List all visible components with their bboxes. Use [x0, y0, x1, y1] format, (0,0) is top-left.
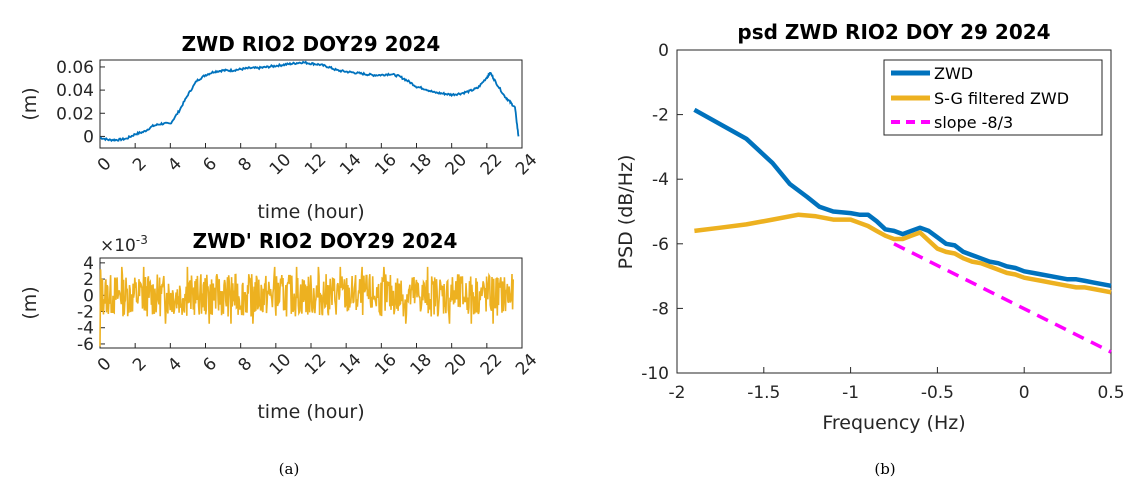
zwd-prime-y-ticks: 420-2-4-6: [77, 254, 105, 355]
caption-a: (a): [279, 460, 300, 478]
psd-series-sg-filtered: [694, 212, 1112, 295]
zwd-prime-y-tick-label: 2: [83, 270, 94, 290]
psd-y-tick-label: -2: [652, 106, 669, 126]
psd-axes-box: [676, 49, 1112, 374]
psd-x-ticks: -2 -1.5 -1 -0.5 0 0.5: [669, 367, 1125, 403]
zwd-x-tick-label: 24: [512, 150, 541, 179]
zwd-x-tick-label: 2: [129, 154, 151, 176]
zwd-x-tick-label: 10: [266, 150, 295, 179]
psd-x-tick-label: 0: [1019, 383, 1030, 403]
zwd-prime-x-tick-label: 4: [164, 354, 186, 376]
psd-y-tick-label: -4: [652, 170, 669, 190]
zwd-prime-series-line: [99, 266, 514, 347]
zwd-y-tick-label: 0.02: [56, 104, 94, 124]
psd-x-tick-label: -1.5: [747, 383, 780, 403]
zwd-prime-x-tick-label: 16: [371, 350, 400, 379]
zwd-x-tick-label: 18: [406, 150, 435, 179]
zwd-prime-y-tick-label: -6: [77, 335, 94, 355]
zwd-prime-y-exponent: ×10-3: [100, 233, 148, 256]
zwd-axes-box: [99, 59, 523, 149]
caption-b: (b): [874, 460, 895, 478]
zwd-prime-x-tick-label: 12: [301, 350, 330, 379]
zwd-y-tick-label: 0.06: [56, 58, 94, 78]
zwd-prime-y-tick-label: 0: [83, 286, 94, 306]
psd-x-tick-label: 0.5: [1097, 383, 1124, 403]
zwd-y-label: (m): [19, 87, 41, 120]
psd-panel: psd ZWD RIO2 DOY 29 2024 0-2-4-6-8-10 -2…: [615, 20, 1125, 434]
zwd-x-tick-label: 8: [234, 154, 256, 176]
zwd-prime-y-tick-label: -2: [77, 303, 94, 323]
psd-series: [693, 107, 1112, 354]
psd-y-label: PSD (dB/Hz): [615, 155, 637, 270]
zwd-prime-y-label: (m): [19, 286, 41, 319]
zwd-prime-x-tick-label: 22: [477, 350, 506, 379]
zwd-x-tick-label: 0: [94, 154, 116, 176]
psd-x-tick-label: -2: [669, 383, 686, 403]
psd-title: psd ZWD RIO2 DOY 29 2024: [737, 20, 1050, 44]
zwd-x-tick-label: 16: [371, 150, 400, 179]
legend-label-slope: slope -8/3: [934, 113, 1013, 132]
psd-y-tick-label: -8: [652, 299, 669, 319]
psd-y-ticks: 0 -2 -4 -6 -8 -10: [641, 41, 683, 384]
psd-legend: ZWD S-G filtered ZWD slope -8/3: [883, 59, 1103, 136]
zwd-x-tick-label: 4: [164, 154, 186, 176]
zwd-prime-x-tick-label: 0: [94, 354, 116, 376]
zwd-prime-y-tick-label: 4: [83, 254, 94, 274]
zwd-prime-x-tick-label: 14: [336, 350, 365, 379]
psd-y-tick-label: -6: [652, 235, 669, 255]
zwd-y-tick-label: 0.04: [56, 81, 94, 101]
psd-y-tick-label: 0: [658, 41, 669, 61]
zwd-prime-x-tick-label: 18: [406, 350, 435, 379]
psd-x-tick-label: -1: [842, 383, 859, 403]
zwd-x-tick-label: 6: [199, 154, 221, 176]
psd-y-tick-label: -10: [641, 364, 669, 384]
zwd-x-tick-label: 22: [477, 150, 506, 179]
zwd-x-tick-label: 20: [442, 150, 471, 179]
zwd-y-ticks: 0 0.02 0.04 0.06: [56, 58, 105, 147]
zwd-prime-x-tick-label: 20: [442, 350, 471, 379]
psd-series-zwd: [693, 107, 1112, 289]
legend-label-zwd: ZWD: [934, 64, 973, 83]
zwd-prime-x-tick-label: 2: [129, 354, 151, 376]
psd-x-tick-label: -0.5: [921, 383, 954, 403]
zwd-prime-x-tick-label: 6: [199, 354, 221, 376]
zwd-series-line: [99, 60, 520, 143]
zwd-prime-y-tick-label: -4: [77, 319, 94, 339]
zwd-x-tick-label: 14: [336, 150, 365, 179]
psd-series-slope: [893, 242, 1112, 354]
zwd-x-tick-label: 12: [301, 150, 330, 179]
zwd-prime-x-label: time (hour): [257, 401, 364, 423]
zwd-title: ZWD RIO2 DOY29 2024: [182, 32, 441, 56]
zwd-prime-series: [99, 266, 514, 347]
zwd-prime-x-tick-label: 24: [512, 350, 541, 379]
zwd-x-label: time (hour): [257, 201, 364, 223]
zwd-series: [99, 60, 520, 143]
legend-box: [883, 59, 1103, 136]
zwd-prime-title: ZWD' RIO2 DOY29 2024: [193, 229, 458, 253]
psd-x-label: Frequency (Hz): [822, 412, 965, 434]
zwd-prime-x-tick-label: 10: [266, 350, 295, 379]
zwd-prime-x-tick-label: 8: [234, 354, 256, 376]
legend-label-sg: S-G filtered ZWD: [934, 89, 1069, 108]
zwd-y-tick-label: 0: [83, 127, 94, 147]
